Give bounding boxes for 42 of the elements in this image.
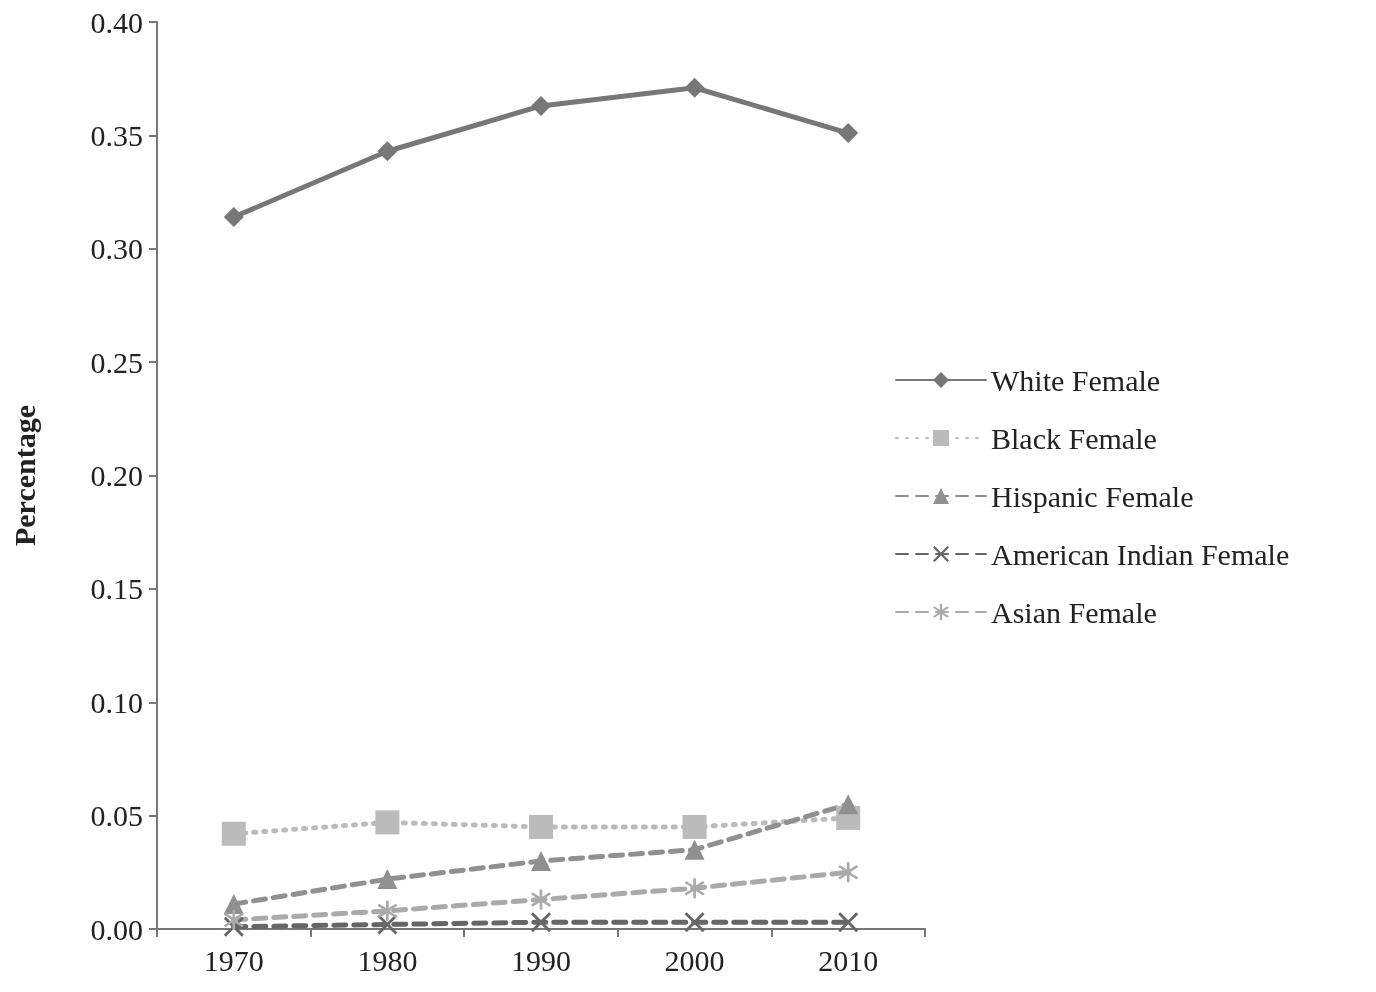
y-tick-label: 0.35 bbox=[90, 118, 143, 152]
x-tick-label: 2010 bbox=[818, 943, 879, 977]
point bbox=[531, 912, 551, 933]
point bbox=[377, 869, 398, 890]
y-axis-title: Percentage bbox=[7, 404, 41, 547]
point bbox=[223, 909, 244, 930]
point bbox=[223, 207, 244, 228]
y-tick-label: 0.15 bbox=[90, 572, 143, 606]
point bbox=[684, 77, 705, 98]
point bbox=[531, 850, 551, 871]
point bbox=[377, 900, 398, 921]
x-tick-label: 1990 bbox=[511, 943, 571, 977]
point bbox=[684, 912, 705, 933]
point bbox=[529, 814, 553, 839]
y-tick-label: 0.00 bbox=[90, 912, 143, 946]
point bbox=[531, 95, 551, 116]
x-tick-label: 2000 bbox=[664, 943, 725, 977]
y-tick-label: 0.30 bbox=[90, 232, 143, 266]
point bbox=[223, 894, 244, 915]
point bbox=[838, 123, 859, 144]
legend-label: Black Female bbox=[991, 421, 1157, 455]
legend-label: Asian Female bbox=[991, 595, 1157, 629]
legend-label: White Female bbox=[991, 363, 1161, 397]
x-tick-label: 1980 bbox=[357, 943, 418, 977]
point bbox=[838, 912, 859, 933]
point bbox=[684, 839, 705, 860]
y-tick-label: 0.40 bbox=[90, 5, 143, 39]
point bbox=[377, 141, 398, 162]
point bbox=[838, 794, 859, 815]
point bbox=[375, 810, 400, 835]
y-tick-label: 0.25 bbox=[90, 345, 143, 379]
legend-label: Hispanic Female bbox=[991, 479, 1194, 513]
point bbox=[531, 889, 551, 910]
point bbox=[221, 821, 246, 846]
x-tick-label: 1970 bbox=[203, 943, 264, 977]
legend-label: American Indian Female bbox=[991, 537, 1290, 571]
y-tick-label: 0.20 bbox=[90, 459, 143, 492]
y-tick-label: 0.05 bbox=[90, 799, 143, 833]
point bbox=[682, 814, 707, 839]
y-tick-label: 0.10 bbox=[90, 685, 143, 719]
point bbox=[684, 878, 705, 899]
point bbox=[838, 862, 859, 883]
